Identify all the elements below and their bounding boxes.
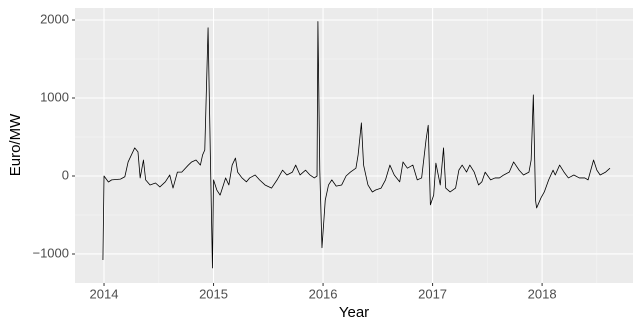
data-line [102,21,611,269]
y-tick-label: −1000 [32,245,69,260]
x-tick-label: 2015 [199,286,228,301]
x-tick-label: 2017 [418,286,447,301]
y-tick-label: 1000 [40,89,69,104]
x-tick-label: 2018 [528,286,557,301]
y-axis-title: Euro/MW [7,113,24,176]
y-tick-label: 2000 [40,11,69,26]
x-axis-title: Year [339,304,369,321]
x-tick-label: 2014 [90,286,119,301]
panel [75,8,633,283]
x-tick-label: 2016 [309,286,338,301]
y-tick-label: 0 [62,167,69,182]
